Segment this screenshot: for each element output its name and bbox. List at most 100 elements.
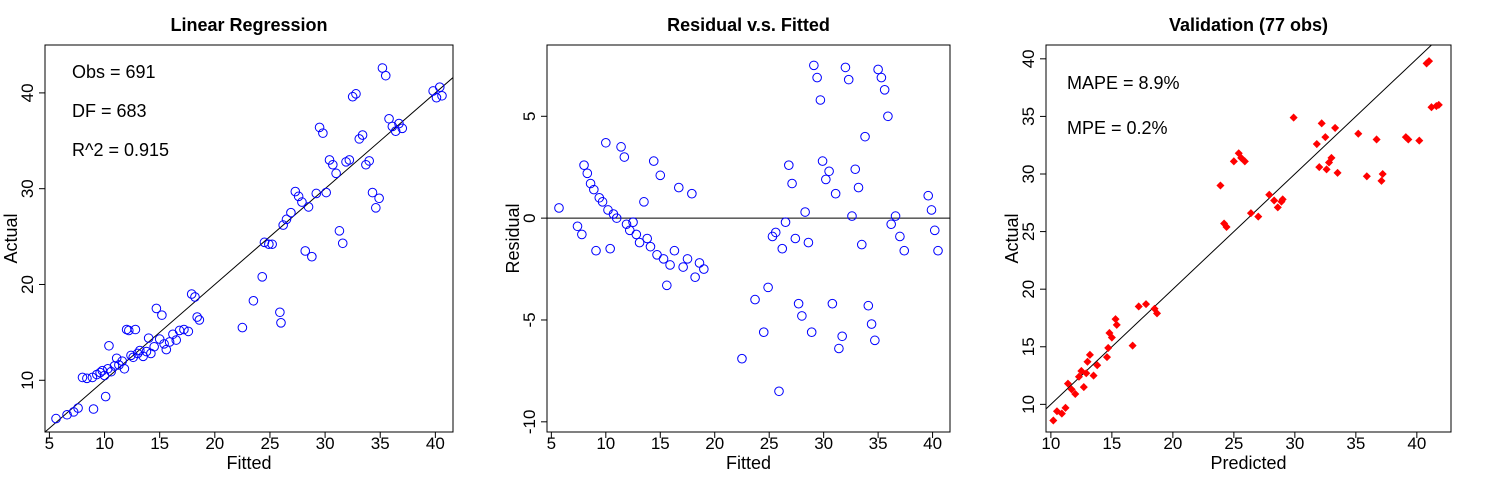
data-point <box>1265 190 1274 199</box>
y-tick-label: 20 <box>18 275 37 294</box>
data-point <box>387 121 398 132</box>
data-point <box>658 254 669 264</box>
data-point <box>694 258 705 268</box>
data-point <box>73 403 83 413</box>
data-point <box>803 237 814 248</box>
data-point <box>1270 196 1279 205</box>
data-point <box>843 74 854 85</box>
y-tick-label: 40 <box>18 83 37 102</box>
data-point <box>88 404 99 414</box>
data-point <box>750 294 760 305</box>
data-point <box>318 128 328 138</box>
data-point <box>589 184 599 195</box>
data-point <box>1049 416 1058 425</box>
data-point <box>1312 140 1321 149</box>
data-point <box>1134 302 1143 311</box>
data-point <box>157 310 167 320</box>
data-point <box>371 203 381 213</box>
x-tick-label: 10 <box>1041 434 1060 453</box>
data-point <box>809 60 819 71</box>
data-point <box>687 188 697 199</box>
x-tick-label: 20 <box>1163 434 1182 453</box>
data-point <box>591 245 601 256</box>
data-point <box>774 386 784 397</box>
data-point <box>890 211 901 221</box>
stat-annotation: DF = 683 <box>72 101 147 121</box>
data-point <box>334 226 345 236</box>
data-point <box>611 213 622 223</box>
data-point <box>1074 372 1083 381</box>
data-point <box>812 72 822 83</box>
data-point <box>314 122 325 133</box>
x-tick-label: 30 <box>1285 434 1304 453</box>
identity-line <box>45 76 453 432</box>
data-point <box>275 307 285 318</box>
x-tick-label: 35 <box>371 434 390 453</box>
y-tick-label: 30 <box>1019 165 1038 184</box>
data-point <box>837 331 847 342</box>
data-point <box>1222 222 1231 232</box>
x-tick-label: 15 <box>651 434 670 453</box>
x-axis-label: Fitted <box>226 453 271 473</box>
data-point <box>895 231 905 242</box>
data-point <box>324 155 335 165</box>
x-tick-label: 25 <box>760 434 779 453</box>
data-point <box>248 295 259 306</box>
data-point <box>790 233 801 244</box>
data-point <box>863 300 874 311</box>
data-point <box>124 325 134 336</box>
data-point <box>619 152 630 162</box>
data-point <box>797 311 807 321</box>
plot-area <box>1046 45 1443 425</box>
data-point <box>784 160 794 170</box>
x-tick-label: 20 <box>705 434 724 453</box>
data-point <box>830 188 841 199</box>
x-tick-label: 10 <box>95 434 114 453</box>
data-point <box>1317 119 1326 128</box>
data-point <box>82 373 92 384</box>
data-point <box>281 214 292 225</box>
data-point <box>331 168 341 179</box>
data-point <box>780 217 791 228</box>
data-point <box>631 229 642 240</box>
data-point <box>821 174 831 185</box>
data-point <box>621 219 632 230</box>
data-point <box>257 272 268 282</box>
data-point <box>1067 385 1076 394</box>
data-point <box>186 289 197 299</box>
data-point <box>77 372 88 383</box>
data-point <box>357 130 368 140</box>
data-point <box>1083 357 1092 366</box>
data-point <box>303 202 314 212</box>
data-point <box>111 353 122 364</box>
data-point <box>397 123 408 134</box>
data-point <box>899 245 910 256</box>
data-point <box>652 249 662 260</box>
data-point <box>297 197 307 207</box>
data-point <box>1362 172 1371 181</box>
data-point <box>1327 153 1336 162</box>
data-point <box>190 292 200 302</box>
plot-frame <box>44 44 454 433</box>
data-point <box>579 160 589 170</box>
data-point <box>827 298 838 309</box>
y-tick-label: 5 <box>520 112 539 121</box>
data-point <box>1142 300 1151 309</box>
x-tick-label: 40 <box>923 434 942 453</box>
data-point <box>682 254 693 264</box>
data-point <box>605 243 615 254</box>
data-point <box>690 272 700 283</box>
data-point <box>290 186 301 197</box>
data-point <box>770 227 781 238</box>
data-point <box>1057 409 1066 418</box>
data-point <box>1415 136 1424 145</box>
data-point <box>351 89 361 99</box>
data-point <box>51 413 61 424</box>
data-point <box>437 90 447 101</box>
data-point <box>817 156 828 166</box>
data-point <box>394 118 404 129</box>
x-tick-label: 10 <box>596 434 615 453</box>
y-tick-label: 10 <box>1019 395 1038 414</box>
data-point <box>923 190 934 201</box>
